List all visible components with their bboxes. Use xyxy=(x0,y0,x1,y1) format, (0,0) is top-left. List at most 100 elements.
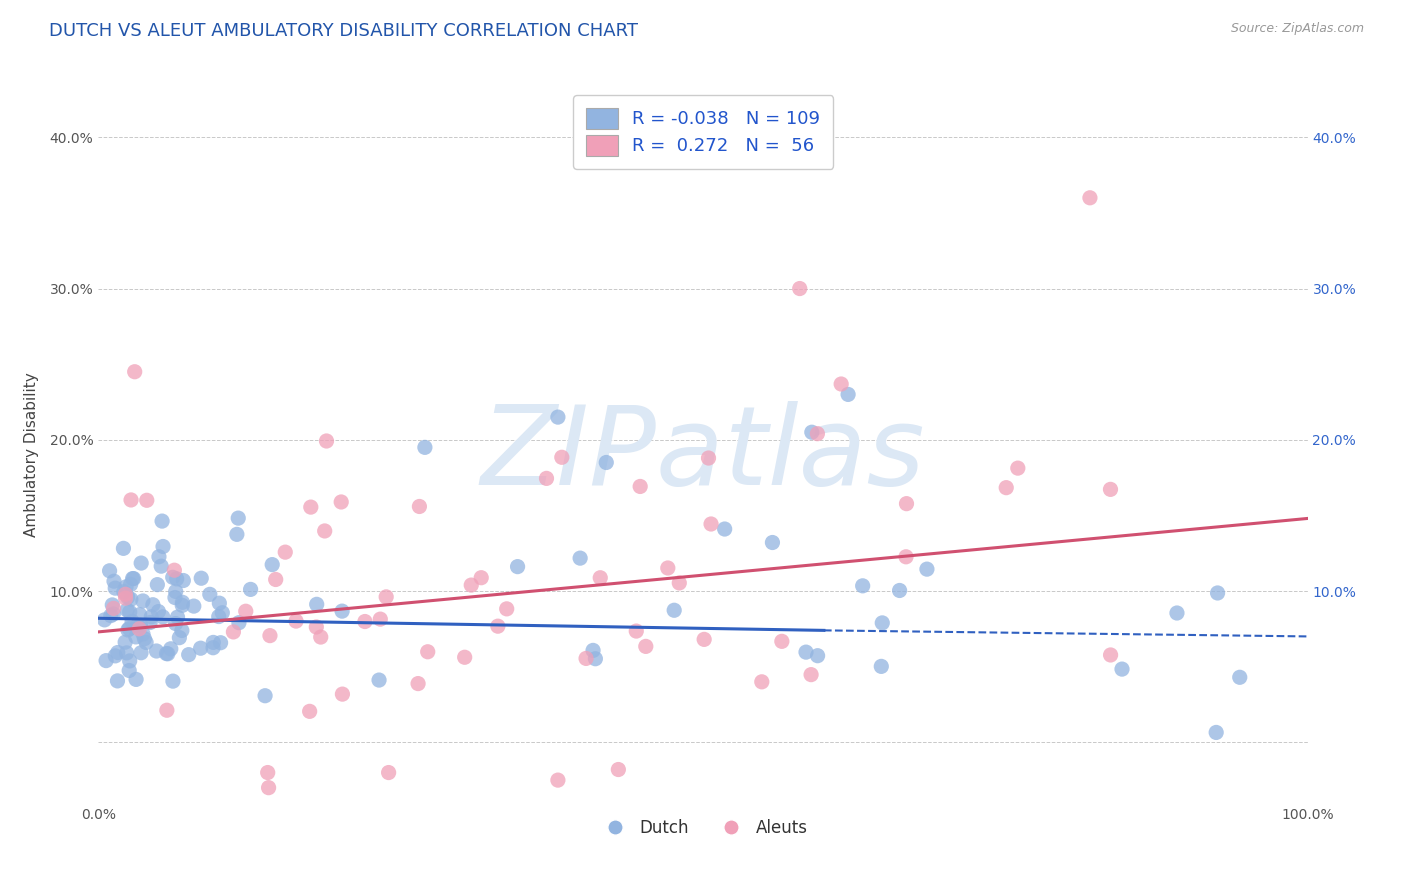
Point xyxy=(305,598,328,612)
Point xyxy=(117,623,139,637)
Point xyxy=(595,455,617,469)
Point xyxy=(107,673,129,688)
Point xyxy=(152,540,174,554)
Point xyxy=(1007,461,1029,475)
Point xyxy=(257,780,280,795)
Point xyxy=(299,500,322,515)
Point xyxy=(315,434,337,448)
Point xyxy=(330,495,353,509)
Point xyxy=(305,620,328,634)
Point xyxy=(1205,725,1227,739)
Point xyxy=(211,606,233,620)
Point xyxy=(141,609,163,624)
Point xyxy=(460,578,482,592)
Point xyxy=(375,590,398,604)
Point xyxy=(628,479,651,493)
Point xyxy=(495,602,517,616)
Point xyxy=(202,635,225,649)
Point xyxy=(183,599,205,613)
Point xyxy=(101,598,124,612)
Point xyxy=(235,604,257,618)
Point xyxy=(100,608,122,623)
Point xyxy=(114,591,136,606)
Point xyxy=(118,605,141,619)
Point xyxy=(125,673,148,687)
Point xyxy=(120,577,142,591)
Point xyxy=(135,493,157,508)
Point xyxy=(377,765,399,780)
Point xyxy=(94,654,117,668)
Point xyxy=(794,645,817,659)
Point xyxy=(582,643,605,657)
Point xyxy=(165,584,187,599)
Point xyxy=(239,582,262,597)
Point xyxy=(889,583,911,598)
Point xyxy=(547,773,569,788)
Point xyxy=(896,497,918,511)
Point xyxy=(166,572,188,586)
Point xyxy=(118,654,141,668)
Point xyxy=(453,650,475,665)
Point xyxy=(107,646,129,660)
Point xyxy=(172,599,194,613)
Point xyxy=(1078,191,1101,205)
Point xyxy=(208,596,231,610)
Point xyxy=(915,562,938,576)
Point xyxy=(169,631,191,645)
Point xyxy=(309,630,332,644)
Point xyxy=(162,674,184,689)
Point xyxy=(551,450,574,465)
Point xyxy=(583,651,606,665)
Point xyxy=(148,605,170,619)
Point xyxy=(770,634,793,648)
Point xyxy=(145,644,167,658)
Point xyxy=(408,500,430,514)
Point xyxy=(751,674,773,689)
Point xyxy=(159,641,181,656)
Point xyxy=(190,641,212,656)
Point xyxy=(713,522,735,536)
Point xyxy=(330,604,353,618)
Point xyxy=(155,647,177,661)
Point xyxy=(1229,670,1251,684)
Point xyxy=(170,624,193,638)
Point xyxy=(664,603,686,617)
Point xyxy=(1099,483,1122,497)
Point xyxy=(285,614,308,628)
Point xyxy=(146,577,169,591)
Point xyxy=(806,426,828,441)
Point xyxy=(274,545,297,559)
Point xyxy=(163,563,186,577)
Point xyxy=(894,549,917,564)
Point xyxy=(120,592,142,607)
Point xyxy=(93,613,115,627)
Point xyxy=(172,574,194,588)
Text: DUTCH VS ALEUT AMBULATORY DISABILITY CORRELATION CHART: DUTCH VS ALEUT AMBULATORY DISABILITY COR… xyxy=(49,22,638,40)
Point xyxy=(222,624,245,639)
Point xyxy=(162,570,184,584)
Point xyxy=(789,281,811,295)
Legend: Dutch, Aleuts: Dutch, Aleuts xyxy=(592,812,814,843)
Point xyxy=(177,648,200,662)
Point xyxy=(127,618,149,632)
Point xyxy=(115,580,138,594)
Point xyxy=(156,703,179,717)
Point xyxy=(470,571,492,585)
Point xyxy=(837,387,859,401)
Point xyxy=(634,640,657,654)
Point xyxy=(117,590,139,604)
Point xyxy=(226,511,249,525)
Point xyxy=(657,561,679,575)
Point xyxy=(103,607,125,621)
Point xyxy=(256,765,278,780)
Point xyxy=(124,365,146,379)
Point xyxy=(697,450,720,465)
Point xyxy=(142,598,165,612)
Point xyxy=(589,571,612,585)
Point xyxy=(148,549,170,564)
Point xyxy=(150,559,173,574)
Point xyxy=(872,615,894,630)
Point xyxy=(150,514,173,528)
Point xyxy=(121,572,143,586)
Point xyxy=(830,377,852,392)
